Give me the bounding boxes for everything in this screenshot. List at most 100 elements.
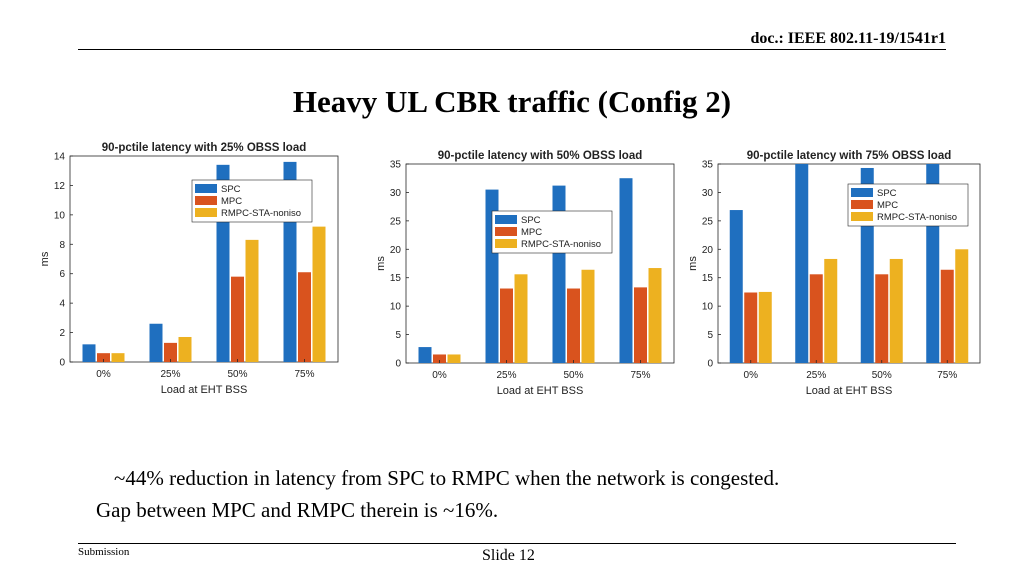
bar-spc xyxy=(795,164,809,363)
legend-label: RMPC-STA-noniso xyxy=(521,239,601,250)
caption-line-2: Gap between MPC and RMPC therein is ~16%… xyxy=(96,498,499,522)
y-tick-label: 35 xyxy=(390,160,402,171)
plot-frame xyxy=(405,163,675,364)
x-axis-label: Load at EHT BSS xyxy=(806,385,893,397)
caption-line-1: ~44% reduction in latency from SPC to RM… xyxy=(114,466,780,490)
legend-swatch xyxy=(495,227,517,236)
bar-rmpc-sta-noniso xyxy=(581,269,595,363)
y-tick-label: 6 xyxy=(59,269,65,280)
bar-rmpc-sta-noniso xyxy=(178,336,192,362)
legend-swatch xyxy=(495,215,517,224)
y-tick-label: 10 xyxy=(54,210,66,221)
y-tick-label: 35 xyxy=(702,160,714,171)
chart-title: 90-pctile latency with 75% OBSS load xyxy=(747,150,952,162)
y-tick-label: 5 xyxy=(395,330,401,341)
y-tick-label: 20 xyxy=(390,245,402,256)
y-tick-label: 2 xyxy=(59,328,65,339)
chart-svg: 90-pctile latency with 50% OBSS load 0 5 10… xyxy=(375,150,675,397)
chart-2: 90-pctile latency with 50% OBSS load 0 5 10… xyxy=(372,136,682,406)
y-tick-label: 0 xyxy=(59,358,65,369)
x-axis-label: Load at EHT BSS xyxy=(161,384,248,396)
x-axis-label: Load at EHT BSS xyxy=(497,385,584,397)
bar-rmpc-sta-noniso xyxy=(758,291,772,363)
legend-swatch xyxy=(851,188,873,197)
legend-label: SPC xyxy=(221,184,241,195)
x-tick-label: 0% xyxy=(744,370,759,381)
bar-mpc xyxy=(809,274,823,363)
y-tick-label: 25 xyxy=(702,216,714,227)
bar-rmpc-sta-noniso xyxy=(312,226,326,362)
bar-mpc xyxy=(875,274,889,363)
y-tick-label: 20 xyxy=(702,245,714,256)
legend-label: MPC xyxy=(221,196,242,207)
slide-title: Heavy UL CBR traffic (Config 2) xyxy=(292,84,732,119)
x-tick-label: 25% xyxy=(806,370,826,381)
y-tick-label: 10 xyxy=(702,302,714,313)
bar-rmpc-sta-noniso xyxy=(514,274,528,363)
legend-label: SPC xyxy=(877,188,897,199)
y-axis-label: ms xyxy=(375,256,387,271)
legend-swatch xyxy=(195,196,217,205)
x-tick-label: 50% xyxy=(872,370,892,381)
legend-label: MPC xyxy=(877,200,898,211)
footer-submission: Submission xyxy=(78,546,130,558)
bar-spc xyxy=(729,210,743,363)
bar-rmpc-sta-noniso xyxy=(245,239,259,362)
bar-spc xyxy=(82,344,96,362)
y-tick-label: 4 xyxy=(59,299,65,310)
bar-mpc xyxy=(634,287,647,363)
bar-mpc xyxy=(744,292,758,363)
x-tick-label: 50% xyxy=(227,369,247,380)
doc-label: doc.: IEEE 802.11-19/1541r1 xyxy=(750,30,946,47)
slide-number: Slide 12 xyxy=(482,547,535,564)
x-tick-label: 75% xyxy=(937,370,957,381)
y-tick-label: 10 xyxy=(390,302,402,313)
x-tick-label: 75% xyxy=(630,370,650,381)
y-tick-label: 0 xyxy=(707,359,713,370)
bar-mpc xyxy=(940,269,954,363)
legend-label: RMPC-STA-noniso xyxy=(221,208,301,219)
x-tick-label: 50% xyxy=(563,370,583,381)
y-tick-label: 14 xyxy=(54,152,66,163)
bar-mpc xyxy=(298,272,311,362)
x-tick-label: 0% xyxy=(96,369,111,380)
y-tick-label: 15 xyxy=(702,273,714,284)
bar-spc xyxy=(619,178,633,363)
y-tick-label: 12 xyxy=(54,181,66,192)
top-rule xyxy=(78,49,946,50)
y-tick-label: 25 xyxy=(390,216,402,227)
bar-rmpc-sta-noniso xyxy=(447,354,461,363)
chart-3: 90-pctile latency with 75% OBSS load 0 5 10… xyxy=(684,136,994,406)
chart-title: 90-pctile latency with 25% OBSS load xyxy=(102,142,307,154)
bar-rmpc-sta-noniso xyxy=(648,268,662,363)
legend-swatch xyxy=(851,200,873,209)
y-tick-label: 30 xyxy=(702,188,714,199)
chart-svg: 90-pctile latency with 75% OBSS load 0 5 10… xyxy=(687,150,981,397)
bar-spc xyxy=(149,323,163,362)
bar-mpc xyxy=(164,342,177,362)
bar-mpc xyxy=(567,288,580,363)
chart-svg: 90-pctile latency with 25% OBSS load 0 2 4 6… xyxy=(39,142,339,396)
y-tick-label: 5 xyxy=(707,330,713,341)
y-tick-label: 0 xyxy=(395,359,401,370)
bar-rmpc-sta-noniso xyxy=(824,258,838,363)
bar-mpc xyxy=(433,354,446,363)
y-tick-label: 8 xyxy=(59,240,65,251)
y-tick-label: 30 xyxy=(390,188,402,199)
legend-swatch xyxy=(495,239,517,248)
legend-label: SPC xyxy=(521,215,541,226)
chart-1: 90-pctile latency with 25% OBSS load 0 2 4 6… xyxy=(38,136,348,406)
caption: ~44% reduction in latency from SPC to RM… xyxy=(96,462,956,526)
x-tick-label: 25% xyxy=(496,370,516,381)
legend-swatch xyxy=(195,208,217,217)
x-tick-label: 25% xyxy=(160,369,180,380)
legend-swatch xyxy=(195,184,217,193)
legend-swatch xyxy=(851,212,873,221)
bar-rmpc-sta-noniso xyxy=(111,353,125,362)
bar-spc xyxy=(418,347,432,363)
legend-label: RMPC-STA-noniso xyxy=(877,212,957,223)
chart-title: 90-pctile latency with 50% OBSS load xyxy=(438,150,643,162)
bar-rmpc-sta-noniso xyxy=(889,258,903,363)
